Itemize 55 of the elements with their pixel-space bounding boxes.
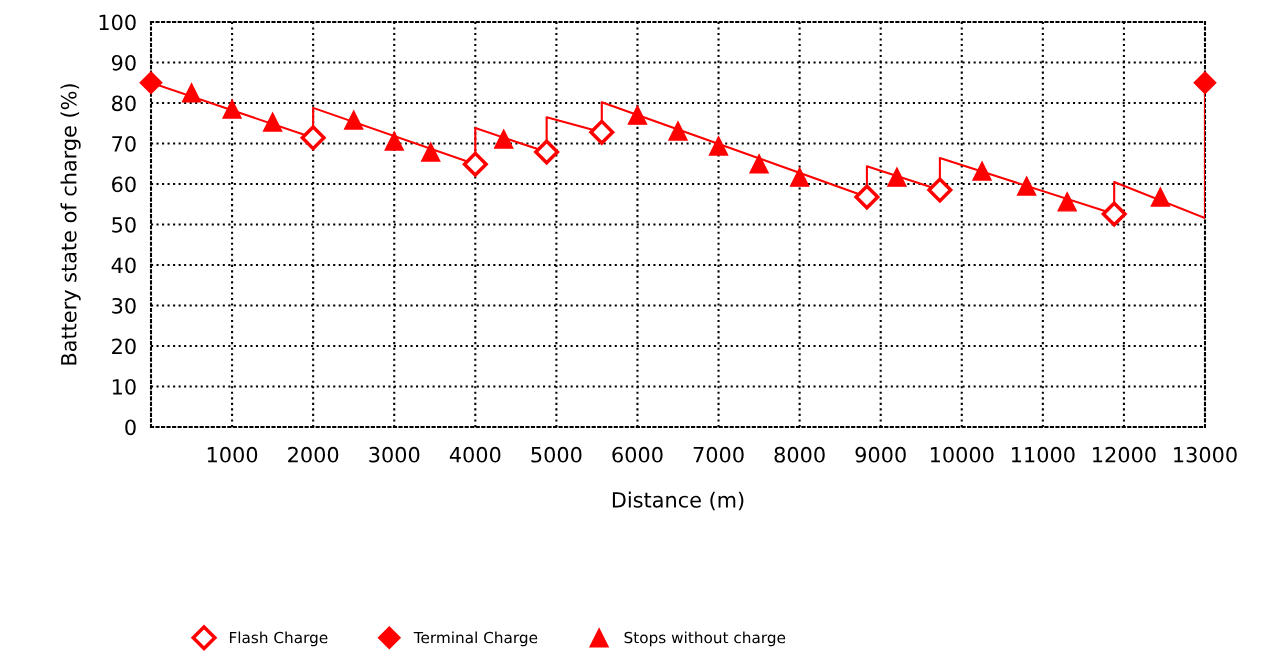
y-tick-label: 20 [112, 338, 136, 355]
point [789, 167, 810, 187]
x-tick-label: 2000 [288, 446, 339, 463]
x-tick-label: 10000 [930, 446, 994, 463]
y-tick-label: 10 [112, 378, 136, 395]
point [420, 142, 441, 162]
y-tick-label: 0 [125, 419, 136, 436]
x-tick-label: 6000 [612, 446, 663, 463]
point [1193, 71, 1217, 95]
y-axis-title: Battery state of charge (%) [60, 84, 81, 365]
legend-label: Terminal Charge [413, 631, 538, 647]
point [1101, 201, 1127, 227]
x-tick-label: 12000 [1093, 446, 1156, 463]
y-tick-label: 30 [112, 297, 136, 314]
point [708, 136, 729, 156]
y-tick-label: 60 [112, 176, 136, 193]
point [668, 121, 688, 141]
point [854, 184, 880, 210]
x-tick-label: 13000 [1174, 446, 1237, 463]
point [384, 131, 404, 151]
point [927, 177, 953, 203]
y-tick-label: 50 [112, 216, 136, 233]
y-tick-label: 70 [112, 135, 136, 152]
y-tick-label: 90 [111, 54, 136, 71]
point [1057, 192, 1077, 212]
x-tick-label: 5000 [531, 446, 582, 463]
point [1150, 187, 1171, 207]
point [749, 154, 769, 174]
x-tick-label: 4000 [449, 446, 501, 463]
point [222, 99, 242, 119]
x-axis-title: Distance (m) [612, 491, 744, 511]
x-tick-label: 8000 [774, 446, 825, 463]
point [300, 125, 326, 151]
x-tick-label: 1000 [207, 446, 258, 463]
point [343, 110, 364, 130]
point [493, 129, 514, 149]
point [1016, 176, 1037, 196]
point [181, 83, 202, 103]
point [462, 151, 488, 177]
x-tick-label: 3000 [369, 446, 420, 463]
point [972, 161, 992, 181]
y-tick-label: 40 [111, 257, 136, 274]
point [887, 167, 907, 187]
y-tick-label: 80 [112, 95, 136, 112]
point [627, 105, 648, 125]
point [534, 139, 560, 165]
x-tick-label: 7000 [693, 446, 744, 463]
y-tick-label: 100 [99, 14, 136, 31]
x-tick-label: 11000 [1012, 446, 1075, 463]
legend-label: Stops without charge [624, 631, 786, 647]
point [589, 119, 615, 145]
point [262, 112, 283, 132]
legend-label: Flash Charge [229, 631, 328, 647]
x-tick-label: 9000 [855, 446, 906, 463]
point [139, 71, 163, 95]
